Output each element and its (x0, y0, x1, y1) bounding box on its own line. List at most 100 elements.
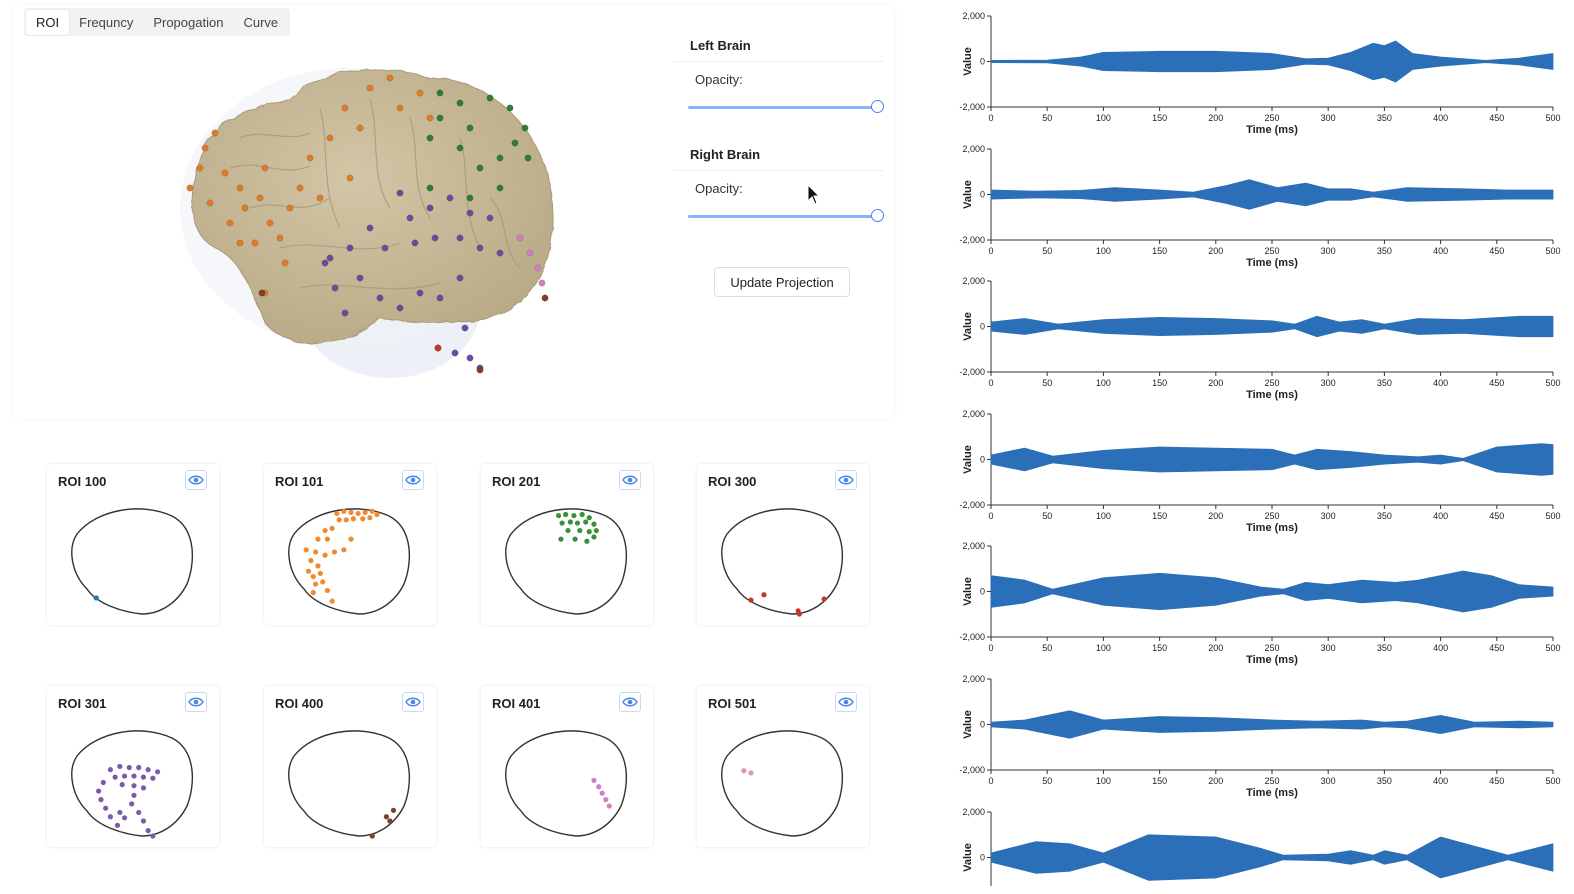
roi-point (369, 833, 375, 839)
x-tick-label: 200 (1208, 113, 1223, 123)
brain-surface (191, 69, 554, 344)
y-axis-label: Value (962, 578, 974, 607)
x-tick-label: 350 (1377, 378, 1392, 388)
x-tick-label: 250 (1264, 378, 1279, 388)
toggle-visibility-button[interactable] (402, 692, 424, 712)
electrode-dot (496, 154, 504, 162)
slider-thumb[interactable] (871, 100, 884, 113)
toggle-visibility-button[interactable] (185, 470, 207, 490)
electrode-dot (541, 294, 549, 302)
x-tick-label: 350 (1377, 776, 1392, 786)
y-tick-label: 0 (980, 57, 985, 67)
x-tick-label: 450 (1489, 246, 1504, 256)
electrode-dot (466, 354, 474, 362)
roi-point (315, 563, 321, 569)
roi-point (350, 516, 356, 522)
roi-point (341, 547, 347, 553)
y-tick-label: -2,000 (959, 765, 985, 775)
x-tick-label: 150 (1152, 246, 1167, 256)
x-tick-label: 500 (1545, 776, 1560, 786)
roi-point (367, 515, 373, 521)
right-opacity-label: Opacity: (695, 181, 743, 196)
roi-point (313, 549, 319, 555)
roi-projection (505, 508, 628, 615)
electrode-dot (326, 134, 334, 142)
right-brain-title: Right Brain (690, 147, 761, 162)
update-projection-button[interactable]: Update Projection (714, 267, 850, 297)
roi-point (369, 508, 375, 514)
roi-point (317, 570, 323, 576)
roi-title: ROI 301 (58, 696, 107, 711)
x-tick-label: 250 (1264, 246, 1279, 256)
electrode-dot (426, 114, 434, 122)
electrode-dot (461, 324, 469, 332)
x-axis-label: Time (ms) (1246, 257, 1298, 269)
roi-point (313, 581, 319, 587)
electrode-dot (261, 164, 269, 172)
x-tick-label: 300 (1321, 776, 1336, 786)
electrode-dot (396, 104, 404, 112)
electrode-dot (456, 99, 464, 107)
toggle-visibility-button[interactable] (835, 692, 857, 712)
roi-title: ROI 300 (708, 474, 757, 489)
toggle-visibility-button[interactable] (619, 470, 641, 490)
x-tick-label: 100 (1096, 113, 1111, 123)
roi-point (748, 597, 754, 603)
tab-propagation[interactable]: Propogation (153, 14, 224, 30)
roi-point (559, 520, 565, 526)
y-tick-label: -2,000 (959, 235, 985, 245)
electrode-dot (456, 274, 464, 282)
right-opacity-slider[interactable] (688, 206, 884, 226)
toggle-visibility-button[interactable] (185, 692, 207, 712)
roi-point (145, 767, 151, 773)
roi-point (136, 764, 142, 771)
roi-title: ROI 400 (275, 696, 324, 711)
electrode-dot (406, 214, 414, 222)
y-tick-label: 0 (980, 720, 985, 730)
x-axis-label: Time (ms) (1246, 389, 1298, 401)
y-tick-label: 2,000 (962, 409, 985, 419)
electrode-markers (186, 74, 549, 374)
x-tick-label: 200 (1208, 246, 1223, 256)
signal-charts-panel: 2,000 0 -2,000 Value 0 50 100 150 200 250 300 350 40… (900, 0, 1574, 894)
tab-curve[interactable]: Curve (243, 14, 279, 30)
tab-frequency[interactable]: Frequncy (79, 14, 134, 30)
x-tick-label: 300 (1321, 378, 1336, 388)
brain-3d-view[interactable] (170, 48, 570, 393)
roi-point (308, 557, 314, 564)
electrode-dot (446, 194, 454, 202)
electrode-dot (526, 249, 534, 257)
roi-point (121, 773, 128, 779)
y-tick-label: 2,000 (962, 144, 985, 154)
roi-point (112, 774, 118, 780)
toggle-visibility-button[interactable] (835, 470, 857, 490)
roi-point (558, 536, 564, 542)
electrode-dot (411, 239, 419, 247)
toggle-visibility-button[interactable] (619, 692, 641, 712)
slider-track (688, 106, 878, 109)
electrode-dot (436, 89, 444, 97)
x-tick-label: 400 (1433, 113, 1448, 123)
electrode-dot (241, 204, 249, 212)
electrode-dot (331, 284, 339, 292)
x-tick-label: 300 (1321, 511, 1336, 521)
left-opacity-slider[interactable] (688, 97, 884, 117)
x-tick-label: 150 (1152, 378, 1167, 388)
tab-roi[interactable]: ROI (26, 9, 70, 35)
roi-point (579, 511, 585, 518)
roi-point (591, 777, 597, 783)
eye-icon (838, 697, 854, 707)
electrode-dot (496, 249, 504, 257)
y-axis-label: Value (962, 445, 974, 474)
roi-point (150, 775, 156, 781)
electrode-dot (346, 174, 354, 182)
x-tick-label: 0 (988, 511, 993, 521)
slider-thumb[interactable] (871, 209, 884, 222)
electrode-dot (466, 209, 474, 217)
toggle-visibility-button[interactable] (402, 470, 424, 490)
y-tick-label: 0 (980, 587, 985, 597)
electrode-dot (376, 294, 384, 302)
x-axis-label: Time (ms) (1246, 787, 1298, 799)
roi-point (341, 508, 347, 514)
